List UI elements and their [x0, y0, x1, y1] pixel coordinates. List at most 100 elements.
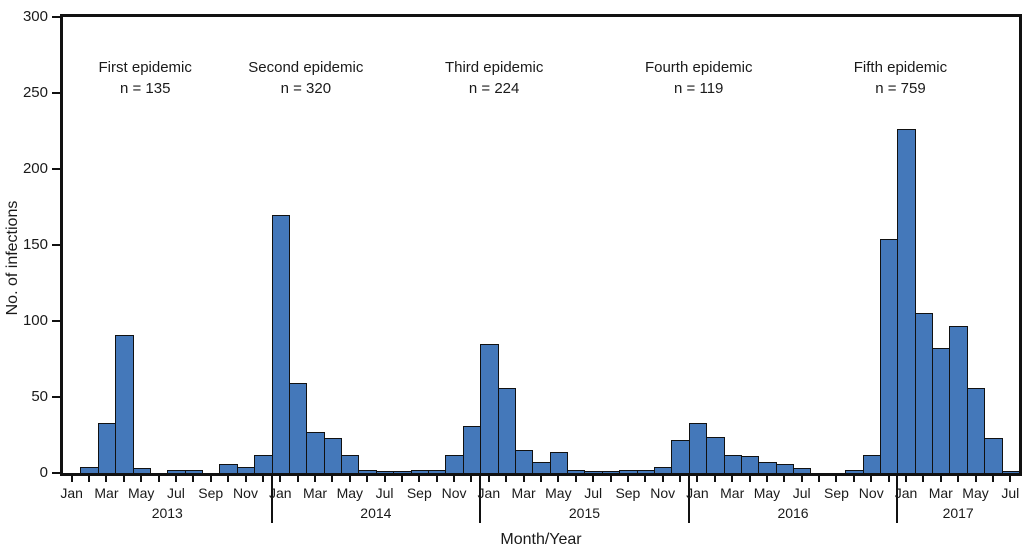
x-tick-label: Jul	[167, 485, 185, 501]
x-axis-tick	[887, 476, 890, 482]
bar	[219, 463, 238, 473]
bar	[393, 471, 412, 473]
bar	[932, 348, 951, 473]
epidemic-annotation: First epidemic n = 135	[99, 57, 192, 99]
bar	[653, 466, 673, 473]
bar	[167, 469, 186, 473]
epidemic-annotation-count: n = 224	[468, 80, 520, 97]
x-axis-tick	[435, 476, 438, 482]
epidemic-annotation-title: First epidemic	[98, 59, 192, 76]
x-axis-tick	[557, 476, 560, 482]
y-tick-label: 250	[22, 84, 48, 101]
x-tick-label: Nov	[441, 485, 467, 501]
x-axis-tick	[818, 476, 821, 482]
epidemic-annotation-count: n = 119	[674, 80, 724, 97]
x-axis-title: Month/Year	[500, 531, 582, 548]
x-axis-tick	[765, 476, 768, 482]
x-tick-label: Jan	[477, 485, 501, 501]
year-label: 2017	[942, 505, 974, 521]
bar	[966, 387, 986, 473]
x-tick-label: May	[545, 485, 572, 501]
x-tick-label: May	[127, 485, 155, 501]
x-axis-tick	[592, 476, 595, 482]
y-axis-tick	[52, 244, 60, 246]
bar	[462, 425, 482, 473]
y-tick-label: 100	[22, 312, 48, 329]
y-tick-label: 0	[39, 464, 48, 481]
bar	[845, 469, 864, 473]
x-axis-tick	[453, 476, 456, 482]
y-axis-tick	[52, 396, 60, 398]
x-axis-tick	[279, 476, 282, 482]
x-axis-tick	[731, 476, 734, 482]
x-axis-tick	[922, 476, 925, 482]
bar	[793, 468, 812, 473]
y-axis-tick	[52, 320, 60, 322]
bar	[1001, 471, 1020, 473]
bar	[532, 462, 551, 473]
x-tick-label: Mar	[302, 485, 328, 501]
bar	[115, 334, 134, 473]
x-axis-tick	[487, 476, 490, 482]
x-axis-tick	[366, 476, 369, 482]
x-tick-label: Jul	[375, 485, 394, 501]
bar	[723, 454, 742, 473]
y-tick-label: 300	[22, 8, 48, 25]
bar	[740, 456, 760, 473]
x-tick-label: Mar	[720, 485, 745, 501]
epidemic-annotation-count: n = 320	[280, 80, 332, 97]
x-axis-tick	[574, 476, 577, 482]
x-axis-tick	[209, 476, 212, 482]
x-tick-label: Nov	[233, 485, 258, 501]
bar	[254, 454, 273, 473]
x-tick-label: Sep	[615, 485, 641, 501]
x-axis-tick	[1009, 476, 1012, 482]
x-axis-tick	[974, 476, 977, 482]
bar	[480, 343, 499, 473]
x-tick-label: Jan	[268, 485, 292, 501]
epidemic-annotation: Fifth epidemic n = 759	[854, 57, 947, 99]
x-axis-tick	[957, 476, 960, 482]
x-axis-tick	[105, 476, 108, 482]
y-axis-tick	[52, 168, 60, 170]
epidemic-annotation-count: n = 135	[119, 80, 171, 97]
bar	[497, 387, 516, 473]
bar	[758, 462, 777, 473]
year-label: 2015	[568, 505, 601, 521]
x-axis-tick	[748, 476, 751, 482]
x-axis-tick	[852, 476, 855, 482]
bar	[601, 471, 621, 473]
epidemic-annotation-count: n = 759	[875, 80, 926, 97]
bar	[445, 454, 464, 473]
bar	[184, 469, 204, 473]
x-tick-label: Jan	[60, 485, 83, 501]
bar	[706, 436, 725, 473]
x-tick-label: Sep	[406, 485, 432, 501]
bar	[271, 214, 290, 473]
x-tick-label: Mar	[94, 485, 119, 501]
x-axis-tick	[800, 476, 803, 482]
x-tick-label: Sep	[198, 485, 224, 501]
x-axis-tick	[939, 476, 942, 482]
x-axis-tick	[227, 476, 230, 482]
x-axis-tick	[331, 476, 334, 482]
bar	[132, 468, 151, 473]
y-axis-title: No. of infections	[4, 200, 21, 316]
x-tick-label: Nov	[858, 485, 884, 501]
x-tick-label: Jul	[792, 485, 811, 501]
x-axis-tick	[626, 476, 629, 482]
x-axis-tick	[713, 476, 716, 482]
x-axis-tick	[783, 476, 786, 482]
x-axis-tick	[609, 476, 612, 482]
year-separator	[687, 476, 690, 523]
x-tick-label: Jul	[584, 485, 603, 501]
x-tick-label: Mar	[928, 485, 953, 501]
epidemic-annotation-title: Fifth epidemic	[853, 59, 948, 76]
year-separator	[479, 476, 482, 523]
x-axis-tick	[70, 476, 73, 482]
x-axis-tick	[157, 476, 160, 482]
x-axis-tick	[835, 476, 838, 482]
bar	[862, 454, 881, 473]
bar	[428, 469, 447, 473]
